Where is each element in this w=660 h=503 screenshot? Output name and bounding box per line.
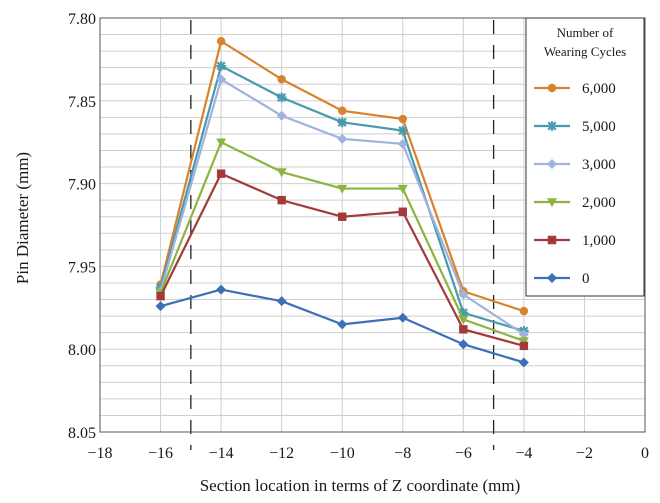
axes: −18 −16 −14 −12 −10 −8 −6 −4 −2 0 7.80 7.85 7.90 7.95… <box>68 11 649 462</box>
data-point <box>459 325 468 334</box>
legend-label: 6,000 <box>582 81 616 97</box>
data-point <box>547 273 557 283</box>
data-point <box>547 83 557 93</box>
data-point <box>155 301 166 312</box>
legend-item: 3,000 <box>534 157 616 173</box>
data-point <box>518 337 529 347</box>
data-point <box>518 329 529 340</box>
data-point <box>216 74 227 85</box>
legend: Number of Wearing Cycles 6,000 5,000 3,000 2,… <box>525 17 645 297</box>
legend-box <box>525 17 645 297</box>
data-point <box>518 357 529 368</box>
marker-stroke <box>547 121 557 131</box>
plot-border <box>99 17 646 433</box>
x-tick-label: −2 <box>576 445 593 462</box>
x-tick-label: −16 <box>148 445 173 462</box>
data-point <box>519 306 529 316</box>
y-tick-label: 7.95 <box>68 259 96 276</box>
data-point <box>216 36 226 46</box>
data-point <box>216 138 227 148</box>
data-point <box>216 284 227 295</box>
data-point <box>547 198 557 208</box>
data-point <box>216 61 226 71</box>
legend-item: 2,000 <box>534 195 616 211</box>
marker-stroke <box>398 126 408 136</box>
x-tick-label: −8 <box>394 445 411 462</box>
data-point <box>458 289 469 300</box>
x-tick-label: −12 <box>269 445 294 462</box>
data-point <box>397 312 408 323</box>
marker-stroke <box>337 117 347 127</box>
legend-item: 0 <box>534 271 590 287</box>
data-point <box>337 319 348 330</box>
legend-label: 0 <box>582 271 590 287</box>
data-point <box>337 184 348 194</box>
series-5000-group <box>155 61 529 336</box>
data-point <box>276 168 287 178</box>
marker-stroke <box>216 61 226 71</box>
data-point <box>338 106 347 115</box>
y-tick-label: 7.90 <box>68 177 96 194</box>
x-tick-label: −10 <box>330 445 355 462</box>
data-point <box>398 207 407 216</box>
legend-item: 5,000 <box>534 119 616 135</box>
data-point <box>216 169 226 178</box>
data-point <box>276 110 287 121</box>
data-point <box>337 117 348 128</box>
reference-lines <box>190 20 495 450</box>
series <box>155 36 529 368</box>
y-tick-label: 7.80 <box>68 11 96 28</box>
y-tick-label: 8.05 <box>68 425 96 442</box>
x-tick-label: −14 <box>209 445 234 462</box>
legend-label: 5,000 <box>582 119 616 135</box>
y-tick-label: 8.00 <box>68 342 96 359</box>
data-point <box>337 133 348 144</box>
legend-title-line1: Number of <box>557 25 614 40</box>
series-0-group <box>155 284 529 368</box>
data-point <box>519 341 529 351</box>
data-point <box>156 292 165 301</box>
legend-label: 3,000 <box>582 157 616 173</box>
data-point <box>277 195 286 205</box>
data-point <box>397 125 408 136</box>
data-point <box>458 339 469 350</box>
data-point <box>398 114 407 124</box>
series-1000-group <box>156 169 529 351</box>
data-point <box>276 296 287 307</box>
data-point <box>397 138 408 149</box>
legend-item: 1,000 <box>534 233 616 249</box>
legend-item: 6,000 <box>534 81 616 97</box>
x-tick-label: −6 <box>455 445 472 462</box>
legend-label: 1,000 <box>582 233 616 249</box>
legend-label: 2,000 <box>582 195 616 211</box>
series-3000-group <box>155 74 529 340</box>
legend-title-line2: Wearing Cycles <box>544 44 626 59</box>
data-point <box>458 315 469 325</box>
data-point <box>547 121 557 131</box>
data-point <box>276 92 287 103</box>
y-axis-label: Pin Diameter (mm) <box>13 152 32 284</box>
x-axis-label: Section location in terms of Z coordinat… <box>200 476 521 495</box>
x-tick-label: −18 <box>87 445 112 462</box>
data-point <box>547 235 557 245</box>
x-tick-label: 0 <box>641 445 649 462</box>
data-point <box>277 75 286 84</box>
x-tick-label: −4 <box>515 445 532 462</box>
y-tick-label: 7.85 <box>68 94 96 111</box>
data-point <box>547 159 557 169</box>
data-point <box>338 212 347 221</box>
data-point <box>397 184 408 194</box>
marker-stroke <box>277 92 287 103</box>
